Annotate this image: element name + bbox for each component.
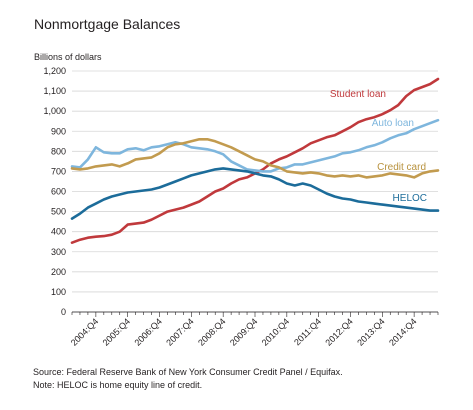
y-tick-label: 500 — [51, 207, 66, 217]
x-tick-label: 2006:Q4 — [132, 316, 163, 347]
y-axis-unit-label: Billions of dollars — [34, 52, 102, 62]
credit-card-line — [70, 138, 440, 179]
y-tick-label: 200 — [51, 267, 66, 277]
y-tick-label: 800 — [51, 146, 66, 156]
x-tick-label: 2004:Q4 — [69, 316, 100, 347]
series-lines — [70, 77, 440, 244]
auto-loan-label: Auto loan — [372, 118, 414, 129]
heloc-line — [70, 167, 440, 220]
y-tick-label: 400 — [51, 227, 66, 237]
footnote: Note: HELOC is home equity line of credi… — [33, 380, 203, 390]
auto-loan-line — [70, 118, 440, 173]
student-loan-label: Student loan — [330, 89, 386, 100]
source-note: Source: Federal Reserve Bank of New York… — [33, 367, 343, 377]
x-tick-label: 2008:Q4 — [196, 316, 227, 347]
x-tick-label: 2009:Q4 — [228, 316, 259, 347]
x-tick-label: 2007:Q4 — [164, 316, 195, 347]
credit-card-label: Credit card — [377, 162, 426, 173]
y-tick-label: 1,100 — [43, 86, 66, 96]
x-tick-label: 2014:Q4 — [387, 316, 418, 347]
y-tick-label: 100 — [51, 287, 66, 297]
y-tick-label: 900 — [51, 126, 66, 136]
y-tick-label: 1,200 — [43, 66, 66, 76]
x-tick-label: 2010:Q4 — [260, 316, 291, 347]
axes: 0 100 200 300 400 500 600 700 800 900 1,000 1,100 1,… — [43, 66, 439, 348]
grid-lines — [72, 70, 438, 313]
student-loan-line — [70, 77, 440, 244]
heloc-label: HELOC — [393, 193, 427, 204]
y-tick-label: 700 — [51, 166, 66, 176]
chart-title: Nonmortgage Balances — [34, 16, 181, 32]
series-labels: Student loan Auto loan Credit card HELOC — [330, 89, 427, 204]
x-tick-label: 2013:Q4 — [355, 316, 386, 347]
y-tick-label: 300 — [51, 247, 66, 257]
x-tick-label: 2005:Q4 — [101, 316, 132, 347]
x-tick-label: 2012:Q4 — [323, 316, 354, 347]
y-tick-label: 0 — [61, 307, 66, 317]
y-tick-label: 1,000 — [43, 106, 66, 116]
y-tick-label: 600 — [51, 187, 66, 197]
x-tick-label: 2011:Q4 — [292, 316, 323, 347]
